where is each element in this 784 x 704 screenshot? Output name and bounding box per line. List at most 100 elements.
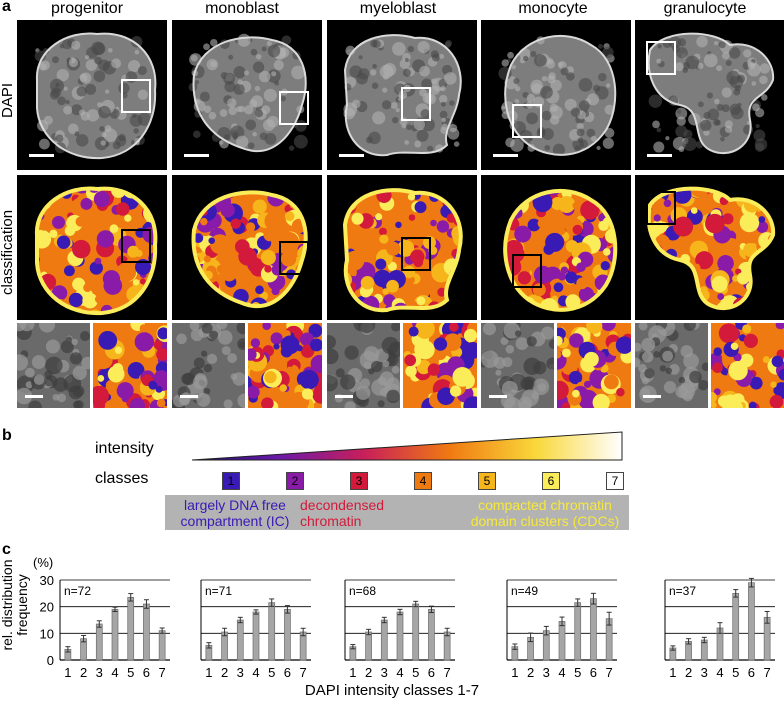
bar <box>252 611 260 661</box>
x-tick-label: 5 <box>127 665 134 680</box>
legend-ic: largely DNA free compartment (IC) <box>165 497 305 529</box>
x-tick-label: 4 <box>111 665 118 680</box>
x-tick-label: 5 <box>268 665 275 680</box>
x-tick-label: 2 <box>365 665 372 680</box>
x-tick-label: 6 <box>143 665 150 680</box>
x-tick-label: 7 <box>764 665 771 680</box>
bar <box>236 619 244 661</box>
bar <box>111 608 119 661</box>
classes-label: classes <box>95 470 149 487</box>
bar <box>590 598 597 661</box>
error-bar <box>444 627 450 637</box>
bar <box>412 603 420 661</box>
bar <box>763 616 771 661</box>
x-tick-label: 6 <box>748 665 755 680</box>
column-title-myeloblast: myeloblast <box>359 0 437 17</box>
x-tick-label: 6 <box>284 665 291 680</box>
bar <box>732 592 740 661</box>
classification-image-progenitor <box>17 175 167 320</box>
x-tick-label: 4 <box>558 665 565 680</box>
bar <box>396 611 404 661</box>
x-tick-label: 5 <box>732 665 739 680</box>
x-tick-label: 3 <box>237 665 244 680</box>
error-bar <box>512 643 518 650</box>
dapi-zoom-myeloblast <box>327 323 400 408</box>
bar <box>143 603 150 661</box>
class-box-4: 4 <box>414 472 432 490</box>
x-tick-label: 1 <box>511 665 518 680</box>
class-box-6: 6 <box>542 472 560 490</box>
error-bar <box>686 638 692 645</box>
error-bar <box>253 609 259 615</box>
error-bar <box>397 608 403 616</box>
error-bar <box>428 605 434 614</box>
dapi-image-granulocyte <box>635 20 784 170</box>
x-tick-label: 6 <box>590 665 597 680</box>
x-tick-label: 1 <box>669 665 676 680</box>
bar <box>380 619 388 661</box>
error-bar <box>222 627 228 637</box>
legend-cdc-line1: compacted chromatin <box>478 497 612 513</box>
error-bar <box>96 620 102 628</box>
column-title-granulocyte: granulocyte <box>663 0 747 17</box>
x-tick-label: 1 <box>205 665 212 680</box>
x-tick-label: 4 <box>396 665 403 680</box>
bar-chart-2: n=71 1 2 3 4 5 6 7 <box>200 579 311 680</box>
error-bar <box>670 645 676 651</box>
error-bar <box>381 616 387 624</box>
error-bar <box>300 627 306 637</box>
error-bar <box>413 600 419 608</box>
class-box-2: 2 <box>286 472 304 490</box>
error-bar <box>366 628 372 636</box>
sample-size-label: n=71 <box>205 584 232 598</box>
legend-decondensed-line2: chromatin <box>300 513 362 529</box>
x-tick-label: 3 <box>543 665 550 680</box>
classification-image-myeloblast <box>327 175 477 320</box>
error-bar <box>606 611 612 626</box>
class-box-7: 7 <box>606 472 624 490</box>
row-label-classification: classification <box>0 209 16 295</box>
intensity-gradient-wedge <box>191 431 623 461</box>
bar-chart-5: n=37 1 2 3 4 5 6 7 <box>664 577 775 680</box>
x-tick-label: 5 <box>574 665 581 680</box>
column-title-progenitor: progenitor <box>50 0 124 17</box>
dapi-zoom-monoblast <box>172 323 245 408</box>
classification-zoom-progenitor <box>93 323 167 408</box>
class-box-1: 1 <box>222 472 240 490</box>
legend-band <box>165 495 629 530</box>
y-tick-label: 0 <box>47 653 54 668</box>
sample-size-label: n=68 <box>349 584 376 598</box>
error-bar <box>748 577 754 588</box>
class-box-5: 5 <box>478 472 496 490</box>
error-bar <box>717 622 723 634</box>
dapi-zoom-monocyte <box>481 323 554 408</box>
dapi-zoom-granulocyte <box>635 323 708 408</box>
x-tick-label: 2 <box>685 665 692 680</box>
legend-decondensed-line1: decondensed <box>300 497 385 513</box>
legend-ic-line1: largely DNA free <box>184 497 286 513</box>
x-axis-label: DAPI intensity classes 1-7 <box>304 682 480 699</box>
bar <box>748 582 755 661</box>
x-tick-label: 7 <box>159 665 166 680</box>
y-tick-label: 30 <box>40 573 54 588</box>
y-tick-label: 20 <box>40 600 54 615</box>
sample-size-label: n=49 <box>511 584 538 598</box>
x-tick-label: 1 <box>349 665 356 680</box>
error-bar <box>733 589 739 598</box>
percent-unit: (%) <box>33 555 54 570</box>
x-tick-label: 3 <box>96 665 103 680</box>
bar <box>158 630 166 661</box>
panel-a-letter: a <box>2 0 11 15</box>
panel-c-letter: c <box>2 541 11 558</box>
dapi-image-monoblast <box>172 20 322 170</box>
bar <box>365 631 372 661</box>
x-tick-label: 7 <box>300 665 307 680</box>
bar <box>95 623 103 661</box>
error-bar <box>159 627 165 634</box>
error-bar <box>350 644 356 650</box>
bar <box>127 596 135 661</box>
legend-cdc-line2: domain clusters (CDCs) <box>470 513 620 529</box>
dapi-image-progenitor <box>17 20 167 170</box>
dapi-image-myeloblast <box>327 20 477 170</box>
error-bar <box>701 636 707 644</box>
